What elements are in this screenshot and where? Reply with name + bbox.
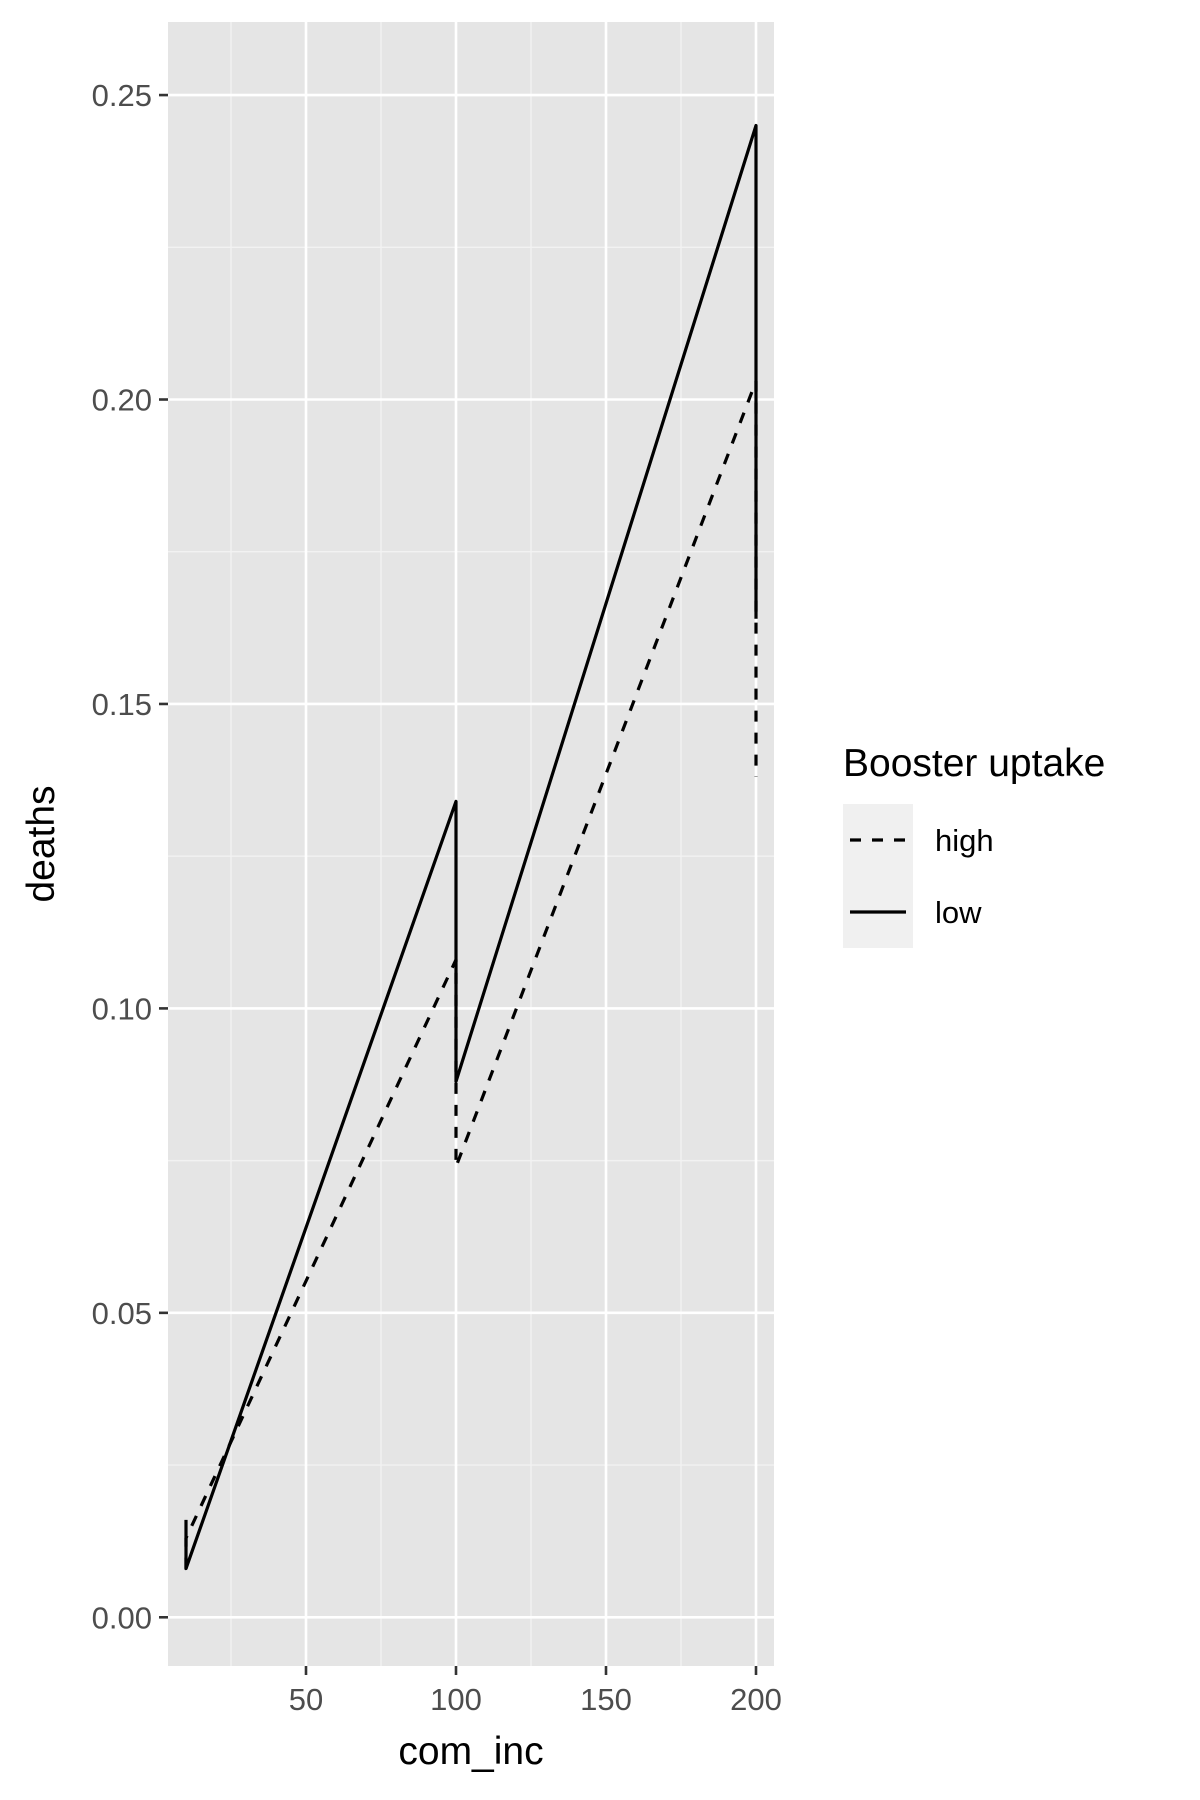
x-axis-title: com_inc xyxy=(398,1730,543,1773)
series-line-low xyxy=(184,123,758,1571)
y-tick-label: 0.20 xyxy=(92,383,152,418)
plot-panel-background xyxy=(168,22,774,1666)
legend: Booster uptake high low xyxy=(843,742,1105,948)
x-tick-label: 200 xyxy=(730,1682,782,1717)
legend-label-high: high xyxy=(935,823,994,858)
y-tick-label: 0.05 xyxy=(92,1296,152,1331)
y-axis-title: deaths xyxy=(20,785,63,902)
axes: 50 100 150 200 0.00 0.05 0.10 0.15 0.20 0.25 xyxy=(92,78,782,1717)
legend-label-low: low xyxy=(935,895,982,930)
x-tick-label: 50 xyxy=(289,1682,323,1717)
data-series xyxy=(184,123,758,1571)
y-tick-label: 0.10 xyxy=(92,991,152,1026)
x-tick-label: 100 xyxy=(430,1682,482,1717)
plot-panel xyxy=(168,22,774,1666)
x-tick-label: 150 xyxy=(580,1682,632,1717)
gridlines xyxy=(168,22,774,1666)
y-tick-label: 0.25 xyxy=(92,78,152,113)
y-tick-label: 0.00 xyxy=(92,1600,152,1635)
legend-keys: high low xyxy=(843,804,994,948)
y-tick-label: 0.15 xyxy=(92,687,152,722)
legend-title: Booster uptake xyxy=(843,742,1105,785)
